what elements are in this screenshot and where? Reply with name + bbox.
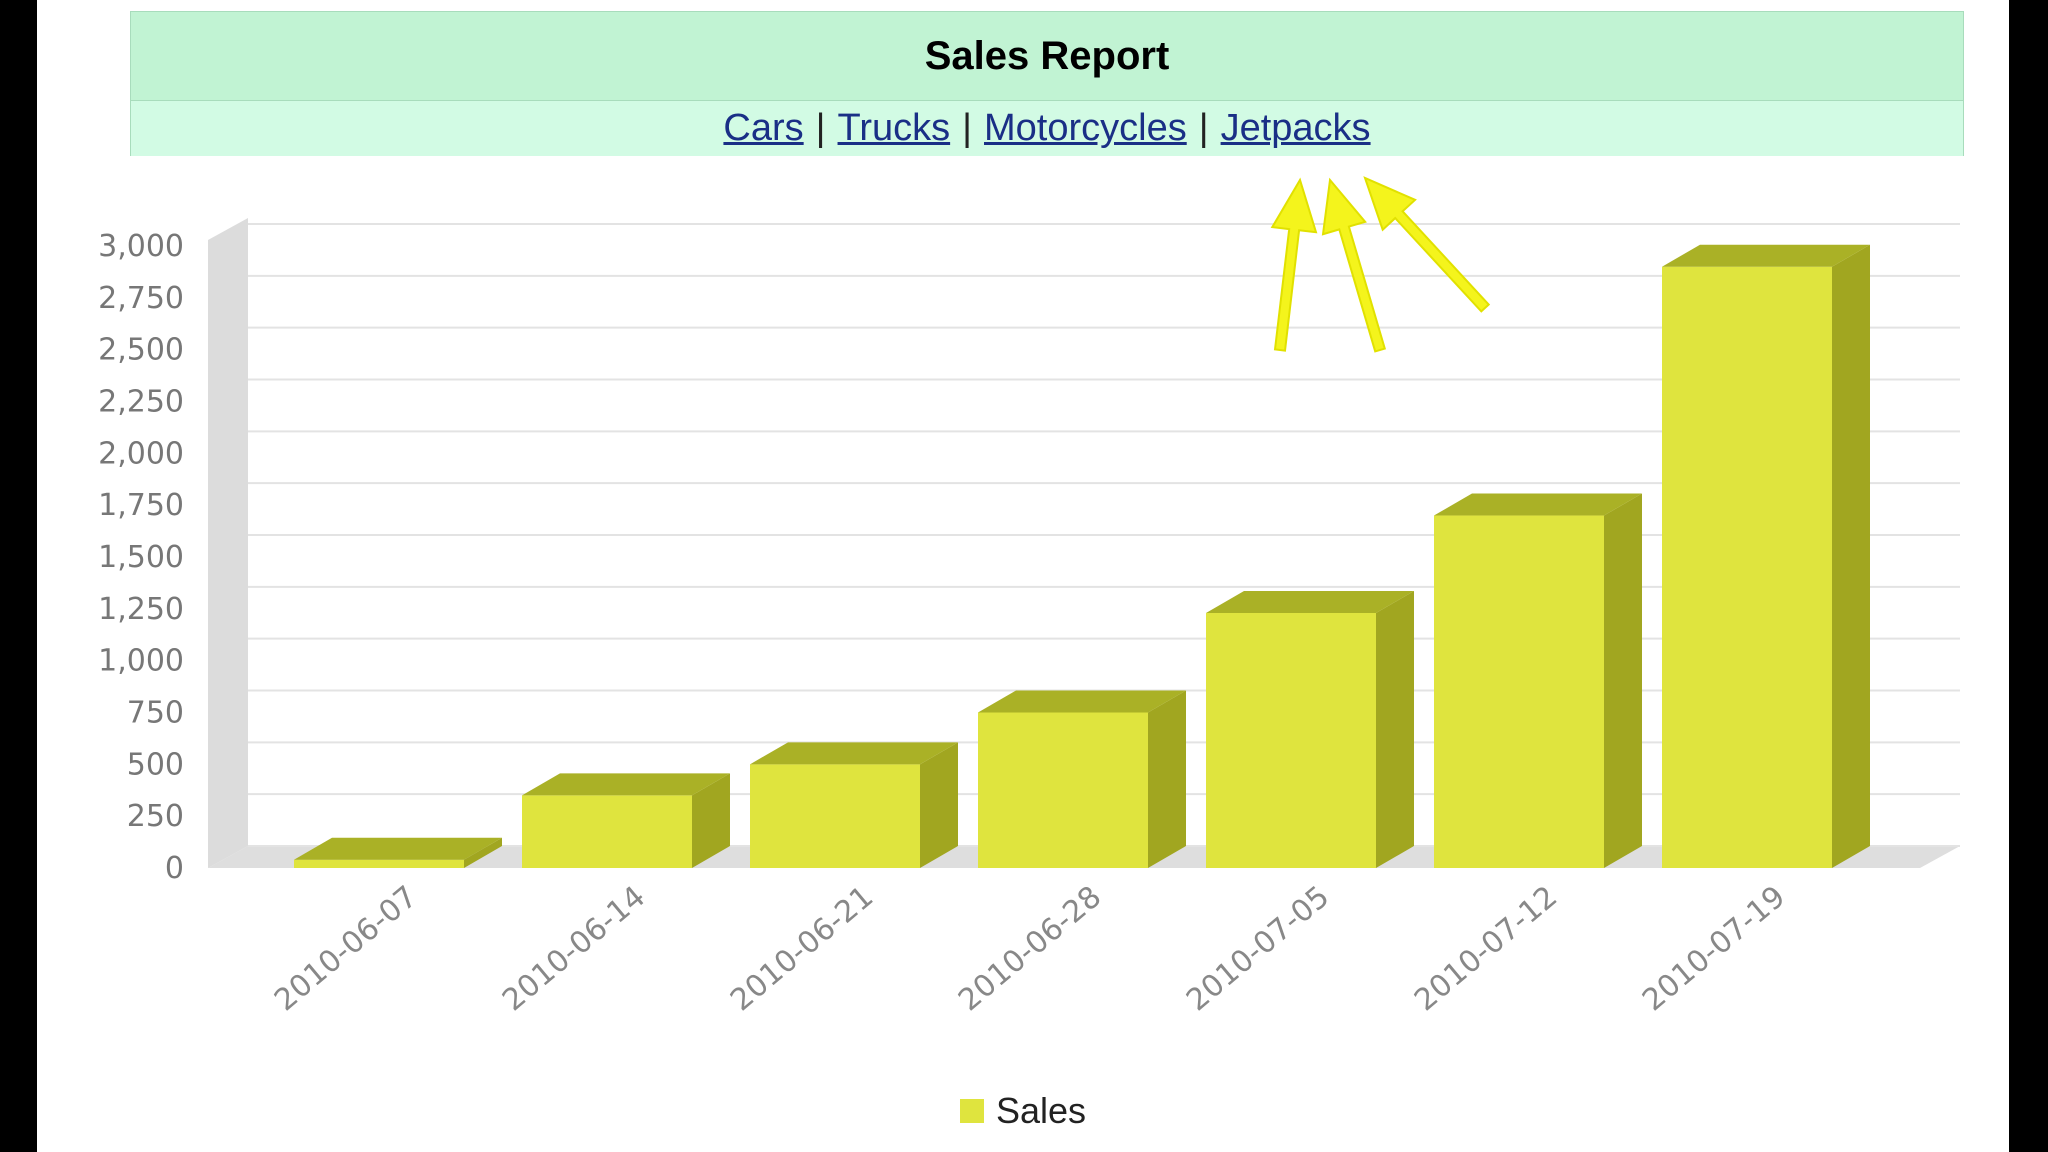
bar-front (978, 712, 1148, 868)
bar-front (1434, 515, 1604, 868)
nav-separator: | (962, 107, 972, 149)
y-tick-label: 1,250 (98, 592, 184, 627)
bar-front (750, 764, 920, 868)
arrow-annotation-1 (1270, 177, 1318, 352)
report-header: Sales Report Cars | Trucks | Motorcycles… (130, 11, 1964, 156)
y-tick-label: 250 (127, 799, 184, 834)
bar-top (1662, 244, 1870, 267)
bar-side (692, 773, 730, 868)
bar-side (1832, 244, 1870, 868)
bar-top (750, 742, 958, 765)
nav-link-jetpacks[interactable]: Jetpacks (1220, 107, 1371, 149)
legend-swatch-sales (960, 1099, 984, 1123)
nav-separator: | (1198, 107, 1209, 149)
x-tick-label: 2010-07-12 (1408, 879, 1564, 1018)
bar-side (1376, 590, 1414, 868)
bar-front (1662, 266, 1832, 868)
y-tick-label: 3,000 (98, 229, 184, 264)
y-tick-label: 1,000 (98, 644, 184, 679)
nav-link-trucks[interactable]: Trucks (837, 107, 951, 149)
y-tick-label: 750 (127, 696, 184, 731)
bar-top (1206, 590, 1414, 613)
nav-link-cars[interactable]: Cars (723, 107, 804, 149)
y-tick-label: 1,750 (98, 488, 184, 523)
bar-side (464, 837, 502, 868)
arrow-annotation-2 (1321, 177, 1387, 353)
chart-legend: Sales (960, 1090, 1086, 1132)
y-tick-label: 1,500 (98, 540, 184, 575)
title-bar: Sales Report (131, 12, 1963, 101)
y-tick-label: 2,750 (98, 281, 184, 316)
x-tick-label: 2010-07-19 (1636, 879, 1792, 1018)
bar-top (522, 773, 730, 796)
x-tick-label: 2010-07-05 (1180, 879, 1336, 1018)
bar-top (1434, 493, 1642, 516)
arrow-annotation-3 (1363, 176, 1491, 313)
bar-side (920, 742, 958, 868)
bar-front (294, 859, 464, 868)
bar-side (1148, 690, 1186, 868)
bar-front (1206, 612, 1376, 868)
x-tick-label: 2010-06-07 (268, 879, 424, 1018)
x-tick-label: 2010-06-28 (952, 879, 1108, 1018)
chart-side-wall (208, 218, 248, 868)
bar-front (522, 795, 692, 868)
y-tick-label: 2,500 (98, 333, 184, 368)
nav-link-motorcycles[interactable]: Motorcycles (984, 107, 1187, 149)
nav-bar: Cars | Trucks | Motorcycles | Jetpacks (131, 101, 1963, 156)
x-tick-label: 2010-06-21 (724, 879, 880, 1018)
bar-top (978, 690, 1186, 713)
y-tick-label: 2,000 (98, 436, 184, 471)
nav-separator: | (815, 107, 826, 149)
y-tick-label: 0 (165, 851, 184, 886)
bar-side (1604, 493, 1642, 868)
x-tick-label: 2010-06-14 (496, 879, 652, 1018)
legend-label-sales: Sales (996, 1090, 1087, 1131)
page-title: Sales Report (924, 33, 1170, 78)
y-tick-label: 500 (127, 747, 184, 782)
y-tick-label: 2,250 (98, 385, 184, 420)
bar-top (294, 837, 502, 860)
